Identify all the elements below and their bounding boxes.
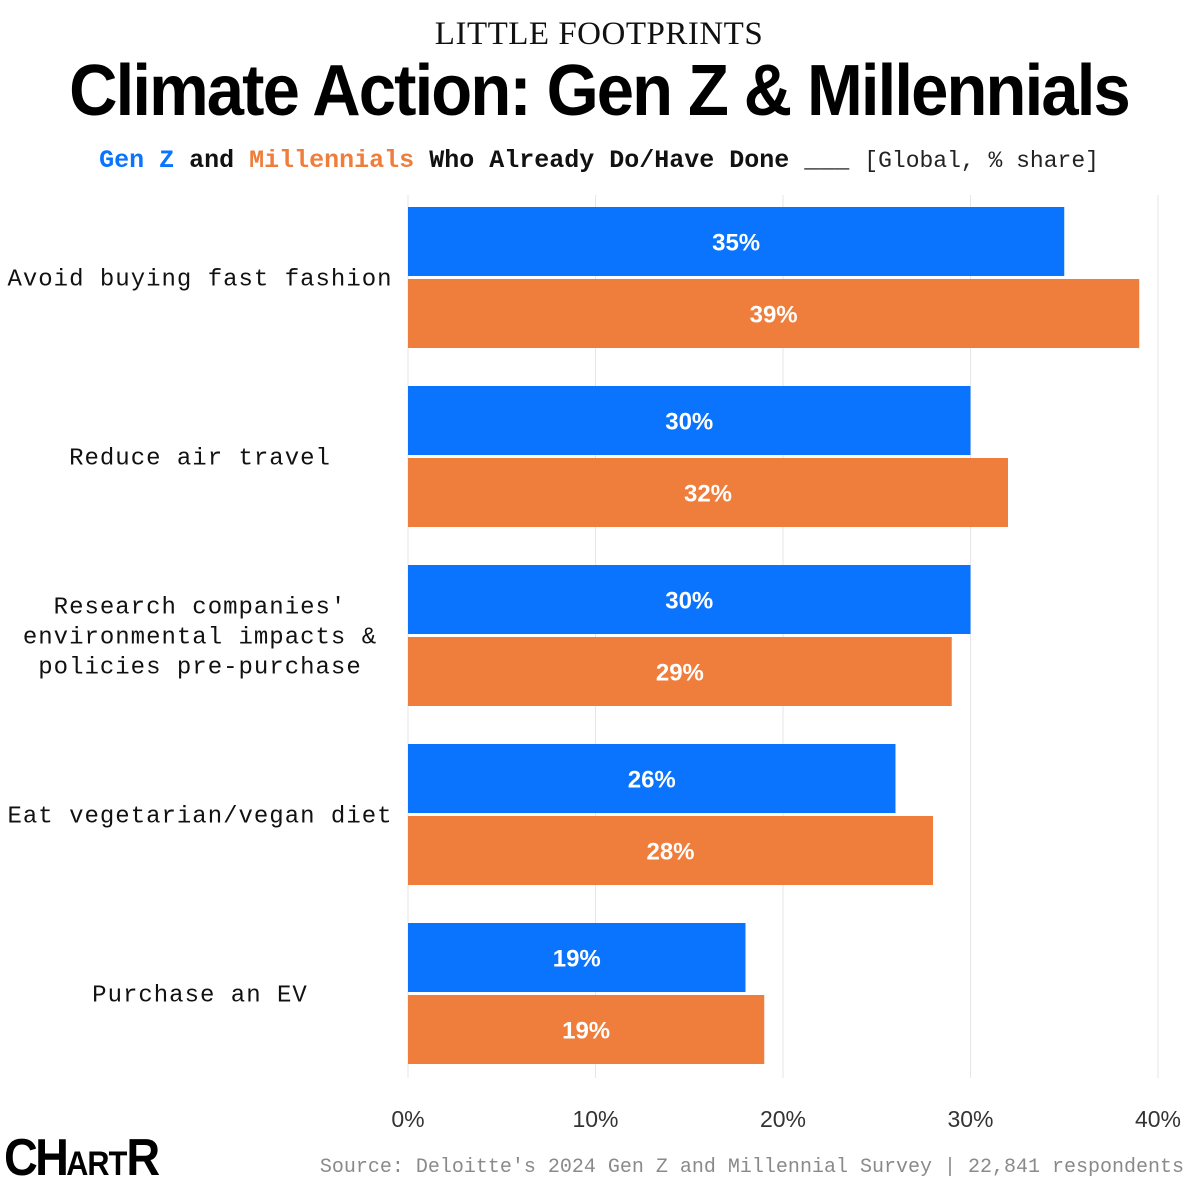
x-tick-label: 40% [1135,1106,1181,1132]
subtitle-rest: Who Already Do/Have Done ___ [429,146,850,175]
data-label: 30% [665,409,713,436]
data-label: 19% [562,1018,610,1045]
subtitle-millennials: Millennials [249,146,415,175]
category-label: environmental impacts & [23,625,377,652]
x-tick-label: 20% [760,1106,806,1132]
data-label: 39% [750,302,798,329]
bar-gen-z [408,386,971,455]
category-label: Eat vegetarian/vegan diet [7,804,392,831]
chart-kicker: LITTLE FOOTPRINTS [434,16,764,52]
subtitle-note: [Global, % share] [864,148,1099,174]
chart-title: Climate Action: Gen Z & Millennials [69,51,1131,131]
data-label: 32% [684,481,732,508]
data-label: 28% [646,839,694,866]
chartr-logo: CHARTR [4,1129,160,1187]
bar-millennials [408,995,765,1064]
bar-gen-z [408,565,971,634]
bar-gen-z [408,923,746,992]
bar-gen-z [408,744,896,813]
category-label: Reduce air travel [69,446,331,473]
x-tick-label: 0% [391,1106,424,1132]
data-label: 35% [712,230,760,257]
source-note: Source: Deloitte's 2024 Gen Z and Millen… [319,1156,1184,1179]
bar-millennials [408,637,952,706]
category-label: Avoid buying fast fashion [7,267,392,294]
chart-subtitle: Gen Z and Millennials Who Already Do/Hav… [0,146,1198,175]
x-tick-label: 30% [947,1106,993,1132]
bar-millennials [408,279,1140,348]
category-label: policies pre-purchase [38,655,361,682]
bar-millennials [408,816,933,885]
data-label: 29% [656,660,704,687]
data-label: 19% [553,946,601,973]
data-label: 30% [665,588,713,615]
category-label: Purchase an EV [92,983,308,1010]
bar-millennials [408,458,1008,527]
x-tick-label: 10% [572,1106,618,1132]
subtitle-gen-z: Gen Z [99,146,175,175]
data-label: 26% [628,767,676,794]
bar-gen-z [408,207,1065,276]
category-label: Research companies' [54,595,347,622]
subtitle-joiner: and [189,146,235,175]
